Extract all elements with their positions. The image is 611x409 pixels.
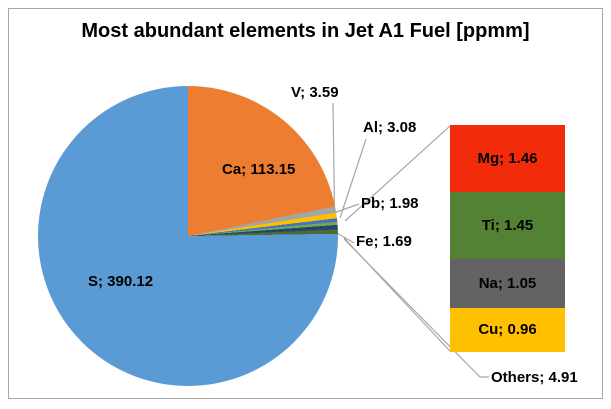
slice-label-v: V; 3.59 bbox=[291, 84, 339, 101]
pie-chart bbox=[38, 86, 338, 386]
slice-label-s: S; 390.12 bbox=[88, 273, 154, 290]
slice-label-fe: Fe; 1.69 bbox=[356, 233, 412, 250]
bar-segment-ti: Ti; 1.45 bbox=[450, 192, 565, 260]
slice-label-al: Al; 3.08 bbox=[363, 119, 417, 136]
bar-segment-label: Mg; 1.46 bbox=[477, 150, 538, 168]
bar-segment-label: Ti; 1.45 bbox=[481, 217, 534, 235]
slice-label-ca: Ca; 113.15 bbox=[222, 161, 296, 178]
bar-segment-mg: Mg; 1.46 bbox=[450, 125, 565, 193]
bar-segment-label: Na; 1.05 bbox=[478, 274, 537, 292]
breakout-bar: Mg; 1.46 Ti; 1.45 Na; 1.05 Cu; 0.96 bbox=[450, 125, 565, 352]
chart-title: Most abundant elements in Jet A1 Fuel [p… bbox=[81, 20, 530, 42]
bar-segment-label: Cu; 0.96 bbox=[478, 321, 537, 339]
slice-label-others: Others; 4.91 bbox=[491, 369, 578, 386]
slice-label-pb: Pb; 1.98 bbox=[361, 195, 419, 212]
bar-segment-cu: Cu; 0.96 bbox=[450, 307, 565, 352]
bar-segment-na: Na; 1.05 bbox=[450, 259, 565, 308]
